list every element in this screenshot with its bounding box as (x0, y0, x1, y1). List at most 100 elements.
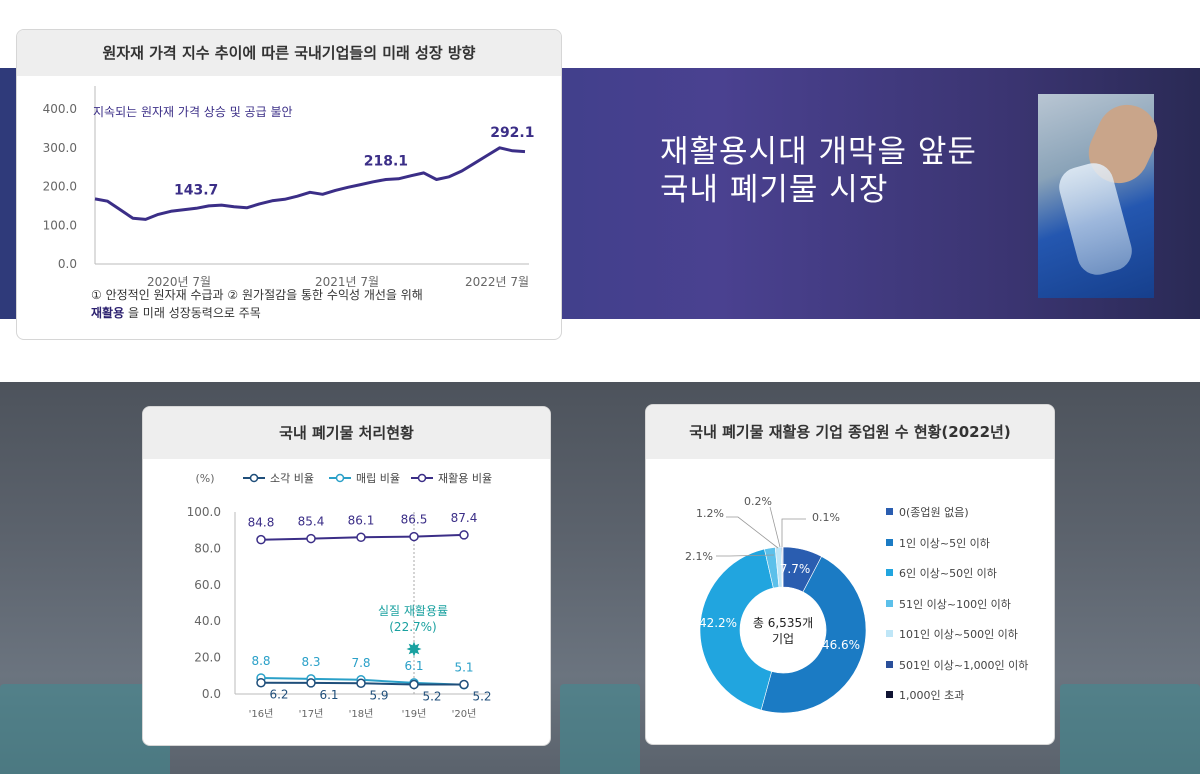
data-point (459, 679, 469, 690)
x-tick-label: '19년 (402, 708, 427, 720)
price-index-note: ① 안정적인 원자재 수급과 ② 원가절감을 통한 수익성 개선을 위해 재활용… (91, 286, 423, 322)
legend-marker (335, 473, 345, 483)
price-index-card: 원자재 가격 지수 추이에 따른 국내기업들의 미래 성장 방향 400.0 30… (16, 29, 562, 340)
legend-label: 매립 비율 (356, 472, 400, 485)
note-bold: 재활용 (91, 306, 125, 320)
y-tick-label: 20.0 (194, 651, 221, 665)
y-tick-label: 80.0 (194, 541, 221, 555)
star-icon (406, 641, 422, 657)
slice-label: 46.6% (822, 638, 860, 652)
legend-label: 재활용 비율 (438, 471, 492, 485)
banner-title: 재활용시대 개막을 앞둔 국내 폐기물 시장 (660, 133, 977, 209)
data-label: 292.1 (490, 125, 534, 141)
note-rest: 을 미래 성장동력으로 주목 (124, 306, 261, 320)
x-tick-label: '20년 (452, 708, 477, 720)
legend-label: 1인 이상~5인 이하 (899, 536, 990, 550)
legend-swatch (886, 630, 893, 637)
legend-item: 101인 이상~500인 이하 (886, 627, 1018, 643)
x-tick-label: '17년 (299, 708, 324, 720)
note-line2: 재활용 을 미래 성장동력으로 주목 (91, 304, 423, 322)
recycling-photo (1038, 94, 1168, 298)
waste-treatment-title: 국내 폐기물 처리현황 (143, 407, 550, 459)
leader-line (769, 506, 781, 548)
y-tick-label: 40.0 (194, 614, 221, 628)
legend-swatch (886, 569, 893, 576)
data-label: 86.1 (348, 513, 375, 527)
data-label: 5.2 (472, 690, 491, 704)
annotation-label: 실질 재활용률 (378, 604, 448, 618)
slice-label: 2.1% (685, 550, 713, 563)
legend-swatch (886, 508, 893, 515)
data-point (409, 679, 419, 690)
center-total: 총 6,535개 (753, 616, 813, 630)
x-tick-label: 2020년 7월 (147, 275, 211, 289)
data-label: 87.4 (451, 511, 478, 525)
note-line1: ① 안정적인 원자재 수급과 ② 원가절감을 통한 수익성 개선을 위해 (91, 288, 423, 302)
data-point (409, 531, 419, 542)
bin-shape (1060, 684, 1200, 774)
annotation-value: (22.7%) (389, 620, 436, 634)
data-point (256, 534, 266, 545)
x-tick-label: 2022년 7월 (465, 275, 529, 289)
legend-swatch (886, 538, 893, 546)
price-index-chart: 400.0 300.0 200.0 100.0 0.0 2020년 7월 2021년 7월 2… (43, 86, 535, 289)
legend-swatch (886, 691, 893, 698)
center-unit: 기업 (772, 632, 794, 646)
legend-item: 0(종업원 없음) (886, 505, 969, 521)
slice-label: 42.2% (699, 616, 737, 630)
data-label: 84.8 (248, 516, 275, 530)
data-label: 6.1 (319, 688, 338, 702)
x-tick-label: '16년 (249, 708, 274, 720)
leader-line (781, 518, 806, 547)
data-point (256, 677, 266, 688)
data-label: 218.1 (364, 153, 408, 169)
legend-label: 51인 이상~100인 이하 (899, 597, 1011, 611)
legend-label: 101인 이상~500인 이하 (899, 628, 1018, 641)
data-label: 85.4 (298, 515, 325, 529)
employee-count-card: 국내 폐기물 재활용 기업 종업원 수 현황(2022년) 7.7% 46.6% 4… (645, 404, 1055, 745)
data-label: 6.2 (269, 688, 288, 702)
leader-line (716, 554, 775, 557)
leader-line (726, 516, 779, 549)
waste-treatment-chart: (%) 100.0 80.0 60.0 40.0 20.0 0.0 '16년 '17년 '18년 '… (187, 471, 492, 720)
y-tick-label: 100.0 (187, 505, 221, 519)
y-tick-label: 400.0 (43, 102, 77, 116)
y-tick-label: 60.0 (194, 578, 221, 592)
bin-shape (0, 684, 170, 774)
legend-item: 51인 이상~100인 이하 (886, 597, 1011, 613)
legend-label: 0(종업원 없음) (899, 506, 969, 519)
legend-swatch (886, 660, 893, 668)
legend-label: 501인 이상~1,000인 이하 (899, 658, 1029, 672)
slice-label: 0.1% (812, 511, 840, 524)
waste-treatment-card: 국내 폐기물 처리현황 (%) 100.0 80.0 60.0 40.0 20.0 0.0 '… (142, 406, 551, 746)
legend-item: 501인 이상~1,000인 이하 (886, 658, 1028, 674)
legend-item: 1인 이상~5인 이하 (886, 536, 990, 552)
data-label: 86.5 (401, 513, 428, 527)
data-label: 6.1 (404, 659, 423, 673)
x-tick-label: '18년 (349, 708, 374, 720)
data-point (306, 533, 316, 544)
legend-label: 6인 이상~50인 이하 (899, 567, 997, 580)
legend-item: 1,000인 초과 (886, 688, 964, 704)
data-point (306, 678, 316, 688)
pie-slice (699, 548, 774, 711)
pie-slice (760, 556, 867, 714)
chart-annotation: 지속되는 원자재 가격 상승 및 공급 불안 (93, 105, 293, 119)
slice-label: 0.2% (744, 495, 772, 508)
data-label: 5.1 (454, 661, 473, 675)
data-label: 143.7 (174, 182, 218, 198)
banner-title-line2: 국내 폐기물 시장 (660, 172, 889, 208)
pie-slice (782, 546, 784, 588)
data-label: 8.3 (301, 655, 320, 669)
x-tick-label: 2021년 7월 (315, 275, 379, 289)
y-tick-label: 0.0 (58, 257, 77, 271)
y-tick-label: 100.0 (43, 218, 77, 232)
price-index-title: 원자재 가격 지수 추이에 따른 국내기업들의 미래 성장 방향 (17, 30, 561, 76)
y-tick-label: 0.0 (202, 687, 221, 701)
data-label: 8.8 (251, 654, 270, 668)
price-index-line (94, 146, 526, 221)
legend-marker (249, 473, 259, 483)
data-point (459, 530, 469, 540)
legend-item: 6인 이상~50인 이하 (886, 566, 997, 582)
